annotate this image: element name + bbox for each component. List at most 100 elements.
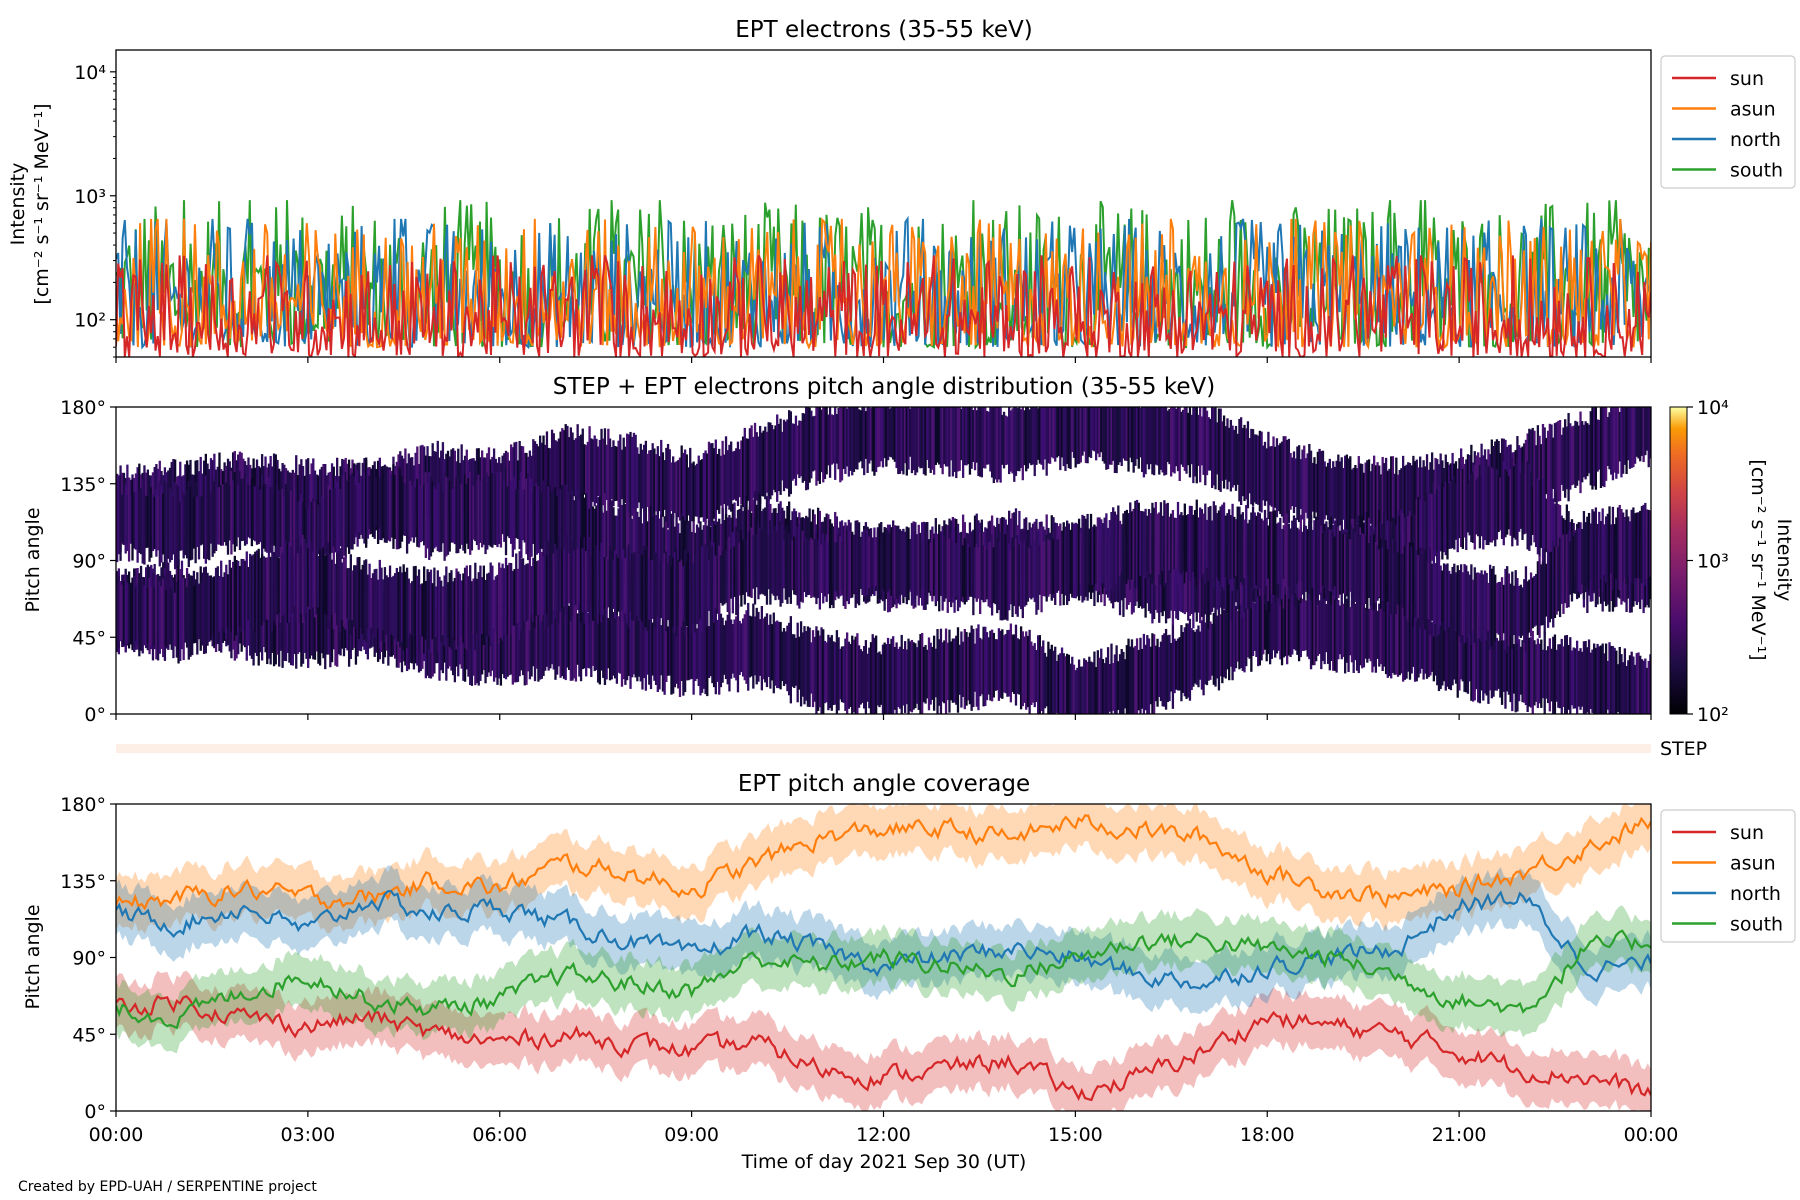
heatmap-cell	[1540, 564, 1543, 626]
heatmap-cell	[547, 486, 550, 559]
heatmap-cell	[1557, 546, 1560, 612]
heatmap-cell	[1437, 606, 1441, 692]
heatmap-cell	[934, 407, 937, 465]
heatmap-cell	[1613, 524, 1616, 573]
heatmap-cell	[1076, 407, 1079, 465]
heatmap-cell	[876, 652, 879, 706]
heatmap-cell	[1321, 533, 1325, 586]
heatmap-cell	[1255, 595, 1258, 657]
heatmap-cell	[1296, 593, 1299, 655]
heatmap-cell	[201, 496, 204, 545]
heatmap-cell	[1613, 407, 1616, 473]
heatmap-cell	[1492, 469, 1495, 541]
heatmap-cell	[791, 634, 794, 687]
heatmap-cell	[769, 520, 772, 605]
heatmap-cell	[1236, 506, 1239, 590]
heatmap-cell	[1545, 650, 1548, 699]
heatmap-cell	[1188, 552, 1192, 616]
heatmap-cell	[1408, 511, 1412, 574]
heatmap-cell	[498, 612, 501, 679]
heatmap-cell	[1200, 509, 1204, 578]
heatmap-cell	[1274, 510, 1277, 596]
heatmap-cell	[1151, 633, 1154, 714]
heatmap-cell	[880, 654, 883, 705]
heatmap-cell	[1178, 407, 1181, 481]
heatmap-cell	[832, 415, 835, 464]
heatmap-cell	[1516, 457, 1519, 546]
heatmap-cell	[518, 479, 521, 550]
heatmap-cell	[1105, 657, 1108, 714]
heatmap-cell	[1263, 593, 1267, 650]
heatmap-cell	[820, 409, 823, 473]
heatmap-cell	[307, 458, 310, 544]
heatmap-cell	[394, 573, 397, 640]
heatmap-cell	[612, 612, 615, 676]
heatmap-cell	[1258, 513, 1262, 589]
heatmap-cell	[996, 639, 999, 691]
heatmap-cell	[1291, 457, 1294, 507]
heatmap-cell	[1245, 505, 1248, 594]
heatmap-cell	[1378, 549, 1381, 598]
heatmap-cell	[665, 619, 668, 683]
heatmap-cell	[216, 488, 219, 545]
heatmap-cell	[354, 485, 358, 534]
heatmap-cell	[1546, 430, 1550, 500]
heatmap-cell	[682, 452, 685, 528]
heatmap-cell	[776, 530, 779, 596]
coverage-line-north	[116, 889, 1651, 990]
heatmap-cell	[915, 407, 919, 473]
heatmap-cell	[822, 407, 825, 483]
heatmap-cell	[844, 638, 847, 711]
heatmap-cell	[300, 588, 303, 667]
heatmap-cell	[1231, 425, 1234, 488]
heatmap-cell	[1494, 637, 1497, 691]
heatmap-cell	[617, 508, 620, 574]
heatmap-cell	[830, 635, 833, 711]
heatmap-cell	[1429, 617, 1432, 676]
heatmap-cell	[1408, 542, 1412, 625]
heatmap-cell	[1178, 514, 1181, 573]
heatmap-cell	[1463, 564, 1466, 644]
heatmap-cell	[1199, 631, 1202, 680]
heatmap-cell	[1115, 645, 1118, 714]
heatmap-cell	[1434, 620, 1437, 676]
heatmap-cell	[1514, 570, 1517, 652]
heatmap-cell	[1122, 651, 1125, 714]
heatmap-cell	[1436, 551, 1439, 637]
heatmap-cell	[1164, 407, 1168, 475]
heatmap-cell	[639, 443, 642, 514]
heatmap-cell	[482, 565, 485, 646]
heatmap-cell	[556, 548, 559, 612]
heatmap-cell	[1284, 588, 1287, 657]
heatmap-cell	[810, 410, 813, 479]
heatmap-cell	[1222, 502, 1226, 590]
heatmap-cell	[596, 600, 600, 683]
heatmap-cell	[1187, 623, 1190, 698]
heatmap-cell	[1318, 600, 1321, 655]
heatmap-cell	[1248, 438, 1251, 494]
heatmap-cell	[1311, 587, 1314, 666]
heatmap-cell	[1459, 471, 1463, 547]
heatmap-cell	[1031, 407, 1035, 465]
heatmap-cell	[1529, 572, 1533, 637]
heatmap-cell	[1458, 480, 1461, 539]
heatmap-cell	[726, 614, 729, 685]
heatmap-cell	[1023, 410, 1026, 466]
heatmap-cell	[958, 533, 961, 608]
heatmap-cell	[1170, 407, 1173, 477]
heatmap-cell	[1106, 527, 1110, 576]
heatmap-cell	[1043, 652, 1047, 709]
heatmap-cell	[649, 450, 653, 513]
heatmap-cell	[585, 445, 588, 495]
heatmap-cell	[677, 616, 680, 689]
heatmap-cell	[1396, 510, 1400, 591]
heatmap-cell	[1645, 407, 1649, 451]
heatmap-cell	[1591, 649, 1594, 713]
heatmap-cell	[1461, 629, 1464, 682]
heatmap-cell	[1175, 517, 1178, 569]
heatmap-cell	[762, 528, 765, 595]
heatmap-cell	[1405, 544, 1408, 620]
heatmap-cell	[593, 508, 596, 561]
heatmap-cell	[1067, 407, 1071, 469]
heatmap-cell	[1623, 516, 1627, 578]
